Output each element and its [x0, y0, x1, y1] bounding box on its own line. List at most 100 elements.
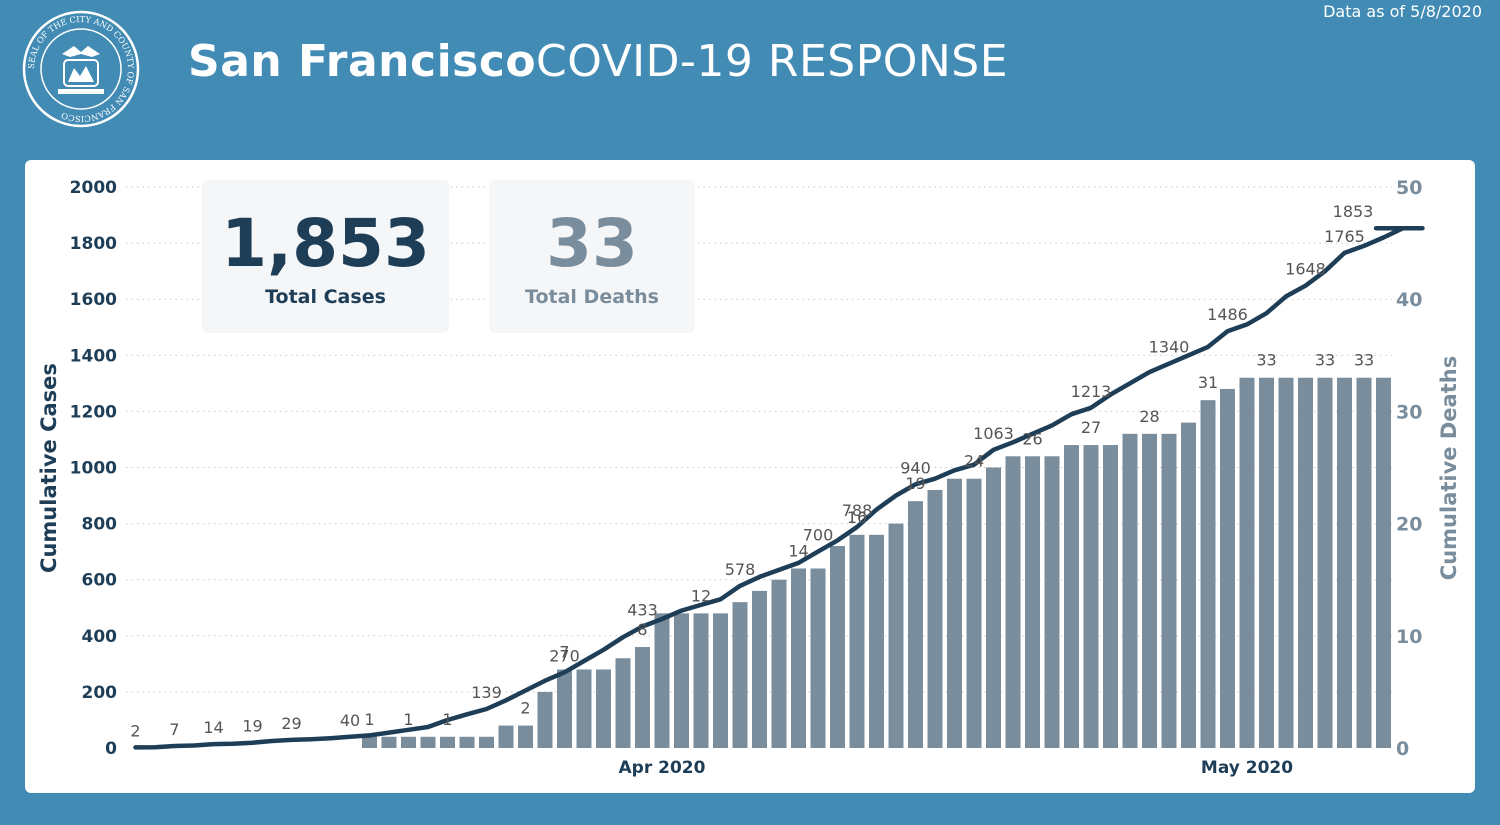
deaths-data-label: 1 — [442, 710, 452, 729]
cases-data-label: 14 — [203, 718, 223, 737]
cases-data-label: 1648 — [1285, 260, 1326, 279]
deaths-bar — [498, 725, 514, 748]
deaths-data-label: 14 — [788, 541, 808, 560]
deaths-bar — [537, 691, 553, 748]
deaths-bar — [1064, 445, 1079, 748]
cases-data-label: 270 — [549, 646, 580, 665]
deaths-data-label: 27 — [1081, 418, 1101, 437]
total-cases-value: 1,853 — [221, 205, 430, 282]
deaths-bar — [557, 669, 572, 748]
cases-data-label: 433 — [627, 601, 658, 620]
deaths-bar — [771, 579, 787, 748]
deaths-data-label: 33 — [1315, 351, 1335, 370]
data-as-of-date: Data as of 5/8/2020 — [1323, 2, 1482, 21]
cases-data-label: 1853 — [1333, 202, 1374, 221]
y-left-tick-label: 1200 — [70, 402, 117, 422]
y-left-tick-label: 1800 — [70, 234, 117, 254]
deaths-bar — [1298, 377, 1313, 748]
deaths-data-label: 33 — [1256, 351, 1276, 370]
deaths-bar — [362, 736, 377, 748]
cases-data-label: 1063 — [973, 424, 1014, 443]
y-left-tick-label: 1400 — [70, 346, 117, 366]
deaths-bar — [966, 478, 982, 748]
total-cases-card: 1,853 Total Cases — [202, 180, 449, 333]
x-tick-label: May 2020 — [1201, 758, 1293, 778]
deaths-bar — [1103, 445, 1118, 748]
deaths-bar — [1356, 377, 1372, 748]
y-left-tick-label: 200 — [82, 683, 118, 703]
deaths-bar — [401, 736, 416, 748]
deaths-bar — [732, 602, 748, 748]
deaths-bar — [1142, 433, 1157, 748]
deaths-bar — [810, 568, 826, 748]
deaths-bar — [927, 489, 943, 748]
cases-data-label: 7 — [169, 720, 179, 739]
cases-data-label: 139 — [471, 683, 502, 702]
city-seal-icon: SEAL OF THE CITY AND COUNTY OF SAN FRANC… — [22, 10, 140, 128]
deaths-bar — [986, 467, 1001, 748]
deaths-bar — [1337, 377, 1352, 748]
deaths-data-label: 8 — [637, 620, 647, 639]
cases-data-label: 1765 — [1324, 227, 1365, 246]
cases-data-label: 788 — [842, 501, 873, 520]
y-left-tick-label: 800 — [82, 515, 118, 535]
deaths-bar — [1259, 377, 1274, 748]
cases-data-label: 700 — [803, 526, 834, 545]
cases-data-label: 940 — [900, 458, 931, 477]
total-deaths-label: Total Deaths — [525, 286, 659, 308]
deaths-bar — [908, 501, 923, 748]
deaths-bar — [459, 736, 475, 748]
y-left-tick-label: 600 — [82, 571, 118, 591]
page-title-response: COVID-19 RESPONSE — [536, 36, 1009, 87]
deaths-bar — [381, 736, 397, 748]
deaths-bar — [440, 736, 455, 748]
deaths-bar — [869, 534, 884, 748]
deaths-bar — [654, 613, 670, 748]
deaths-bar — [791, 568, 806, 748]
deaths-bar — [1317, 377, 1333, 748]
deaths-bar — [1376, 377, 1391, 748]
deaths-bar — [1122, 433, 1138, 748]
cases-data-label: 1340 — [1149, 338, 1190, 357]
y-right-tick-label: 0 — [1396, 738, 1409, 760]
deaths-data-label: 19 — [905, 474, 925, 493]
deaths-bar — [1005, 456, 1021, 748]
cases-data-label: 2 — [130, 721, 140, 740]
deaths-data-label: 31 — [1198, 373, 1218, 392]
cases-data-label: 1486 — [1207, 305, 1248, 324]
deaths-bar — [479, 736, 494, 748]
deaths-bar — [849, 534, 865, 748]
x-tick-label: Apr 2020 — [619, 758, 706, 778]
cases-data-label: 29 — [281, 714, 301, 733]
deaths-data-label: 1 — [403, 710, 413, 729]
deaths-bar — [1239, 377, 1255, 748]
y-right-tick-label: 10 — [1396, 626, 1422, 648]
deaths-bar — [830, 546, 845, 748]
deaths-data-label: 2 — [520, 699, 530, 718]
y-right-tick-label: 40 — [1396, 289, 1422, 311]
deaths-bar — [635, 647, 650, 748]
total-cases-label: Total Cases — [265, 286, 386, 308]
y-right-axis-title: Cumulative Deaths — [1437, 356, 1461, 580]
deaths-data-label: 28 — [1139, 407, 1159, 426]
deaths-data-label: 33 — [1354, 351, 1374, 370]
deaths-bar — [888, 523, 904, 748]
y-left-tick-label: 1600 — [70, 290, 117, 310]
page-title-city: San Francisco — [188, 36, 537, 87]
y-left-axis-title: Cumulative Cases — [37, 363, 61, 573]
cases-data-label: 40 — [340, 711, 360, 730]
deaths-bar — [752, 590, 767, 748]
y-left-tick-label: 2000 — [70, 178, 117, 198]
y-right-tick-label: 30 — [1396, 401, 1422, 423]
deaths-bar — [1025, 456, 1040, 748]
deaths-data-label: 16 — [847, 508, 867, 527]
deaths-bar — [615, 658, 631, 748]
deaths-bar — [1181, 422, 1196, 748]
deaths-data-label: 1 — [364, 710, 374, 729]
cases-data-label: 19 — [242, 717, 262, 736]
deaths-bar — [1083, 445, 1099, 748]
total-deaths-card: 33 Total Deaths — [489, 180, 695, 333]
cases-line — [133, 225, 1425, 750]
deaths-data-label: 7 — [559, 642, 569, 661]
